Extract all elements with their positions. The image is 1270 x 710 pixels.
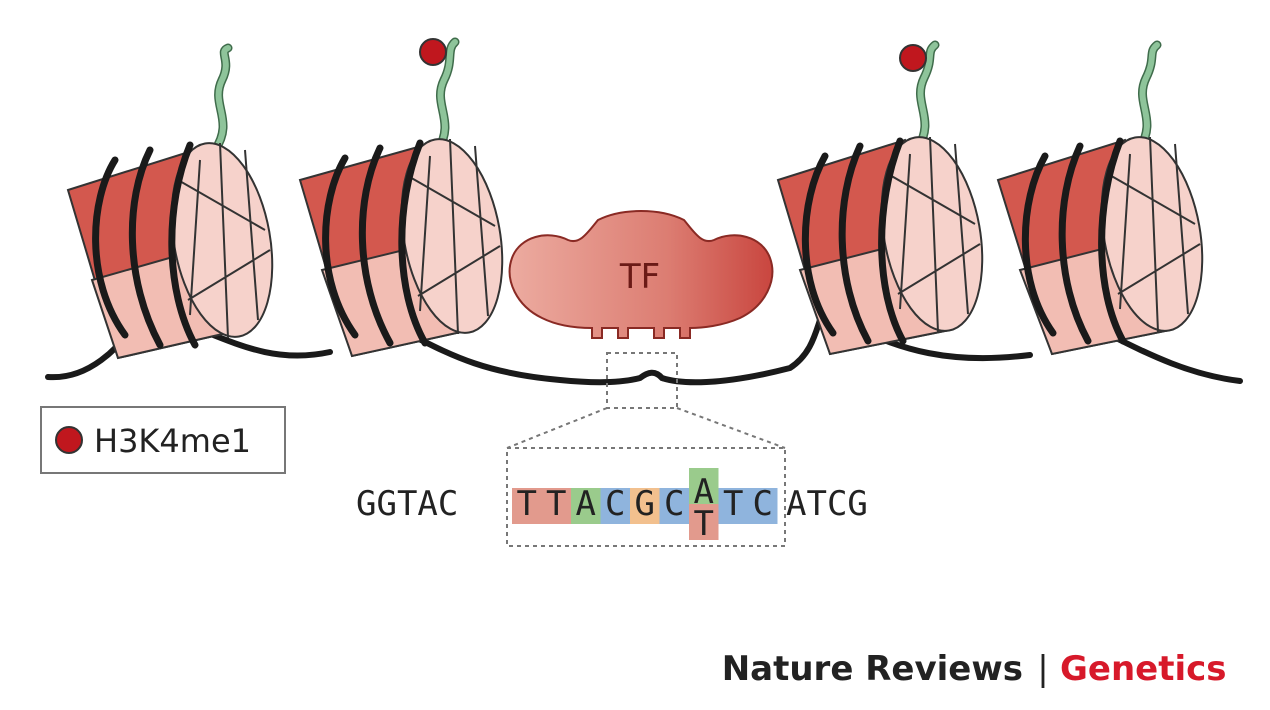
motif-box xyxy=(506,447,786,547)
motif-base: T xyxy=(517,484,537,524)
motif-highlights xyxy=(512,468,778,540)
motif-base-highlight xyxy=(718,488,748,524)
nucleosome-face-segments xyxy=(407,138,501,335)
motif-base: T xyxy=(546,484,566,524)
motif-base-highlight xyxy=(512,488,542,524)
motif-base: C xyxy=(753,484,773,524)
nucleosome-face-segments xyxy=(887,136,981,333)
motif-letters: T T A C G C AT T C xyxy=(517,472,773,544)
journal-name: Nature Reviews xyxy=(722,649,1023,689)
nucleosome-4 xyxy=(996,40,1204,356)
dna-strand xyxy=(45,317,1243,386)
dna-wrap xyxy=(801,137,907,345)
sequence-right-flank: ATCG xyxy=(786,484,868,524)
motif-base: T xyxy=(723,484,743,524)
motif-base: C xyxy=(605,484,625,524)
zoom-callout xyxy=(506,352,786,547)
motif-base-highlight xyxy=(600,488,630,524)
motif-base-highlight xyxy=(541,488,571,524)
binding-site-box xyxy=(606,352,678,409)
zoom-lines xyxy=(506,407,786,449)
tf-label: TF xyxy=(619,257,660,297)
histone-tail-fill xyxy=(435,39,458,153)
h3k4me1-mark xyxy=(899,44,927,72)
nucleosome-face-segments xyxy=(177,142,271,339)
dna-wrap xyxy=(322,139,429,347)
motif-base: C xyxy=(664,484,684,524)
motif-base: A xyxy=(576,484,596,524)
legend: H3K4me1 xyxy=(40,406,286,474)
variant-base-highlight xyxy=(689,504,719,540)
journal-section: Genetics xyxy=(1060,649,1227,689)
dna-wrap xyxy=(1021,137,1127,345)
motif-base-highlight xyxy=(689,468,719,504)
histone-tail-fill xyxy=(1137,42,1160,151)
nucleosome-1 xyxy=(66,43,274,360)
legend-label: H3K4me1 xyxy=(94,422,251,460)
h3k4me1-mark xyxy=(419,38,447,66)
motif-base-highlight xyxy=(659,488,689,524)
journal-branding: Nature Reviews | Genetics xyxy=(722,649,1227,689)
sequence-left-flank: GGTAC xyxy=(356,484,458,524)
nucleosome-3 xyxy=(776,40,984,356)
h3k4me1-legend-marker xyxy=(55,426,83,454)
nucleosome-2 xyxy=(298,37,504,358)
histone-tail-fill xyxy=(915,42,938,151)
motif-base-highlight xyxy=(630,488,660,524)
dna-sequence: GGTAC T T A C G C AT T C ATCG xyxy=(356,468,868,544)
motif-base-highlight xyxy=(571,488,601,524)
nucleosome-face-segments xyxy=(1107,136,1201,333)
motif-base: A xyxy=(694,472,714,512)
brand-separator: | xyxy=(1037,649,1048,689)
transcription-factor: TF xyxy=(508,210,774,339)
variant-base: T xyxy=(694,504,714,544)
tf-shape xyxy=(508,210,774,339)
motif-base: G xyxy=(635,484,655,524)
dna-wrap xyxy=(92,141,199,349)
histone-tail-fill xyxy=(212,45,231,153)
motif-base-highlight xyxy=(748,488,778,524)
